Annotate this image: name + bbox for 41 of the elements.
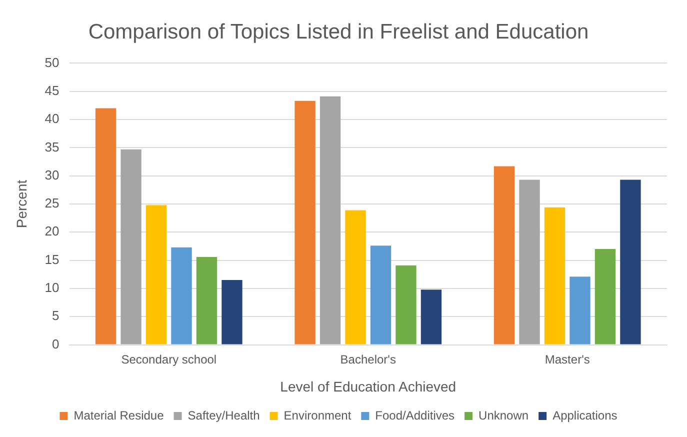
legend-label: Material Residue (74, 408, 164, 422)
bar (519, 180, 540, 344)
bar (171, 247, 192, 344)
bar (370, 246, 392, 344)
y-tick-label: 0 (52, 336, 60, 352)
bar (146, 205, 167, 344)
legend-label: Environment (284, 408, 352, 422)
bar (120, 149, 142, 344)
y-axis-title: Percent (13, 180, 30, 228)
x-tick-label: Secondary school (121, 352, 217, 366)
legend-label: Applications (552, 408, 618, 422)
y-tick-label: 30 (44, 167, 60, 182)
y-tick-label: 35 (44, 139, 60, 154)
legend-label: Unknown (478, 408, 529, 422)
bar (594, 249, 616, 344)
bar (396, 265, 416, 344)
bar (494, 166, 515, 344)
y-tick-label: 40 (44, 111, 60, 126)
chart-title: Comparison of Topics Listed in Freelist and Education (88, 20, 589, 44)
bar (294, 100, 316, 344)
bar (420, 290, 442, 344)
legend-label: Saftey/Health (188, 408, 260, 422)
bar (222, 280, 242, 344)
bar (345, 210, 366, 344)
y-tick-label: 20 (44, 224, 60, 239)
bar (95, 108, 116, 344)
x-axis-title: Level of Education Achieved (280, 378, 456, 394)
bar (620, 180, 641, 344)
x-tick-label: Bachelor's (340, 352, 396, 366)
bar (196, 256, 218, 344)
y-tick-label: 45 (44, 82, 60, 98)
x-tick-label: Master's (544, 352, 590, 366)
bar (544, 207, 566, 344)
y-tick-label: 15 (44, 252, 60, 267)
bar (570, 276, 590, 344)
y-tick-label: 10 (44, 280, 60, 296)
y-tick-label: 50 (44, 54, 60, 70)
y-tick-label: 25 (44, 196, 60, 211)
y-tick-label: 5 (52, 308, 60, 324)
bar (320, 96, 341, 344)
legend-label: Food/Additives (375, 408, 455, 422)
